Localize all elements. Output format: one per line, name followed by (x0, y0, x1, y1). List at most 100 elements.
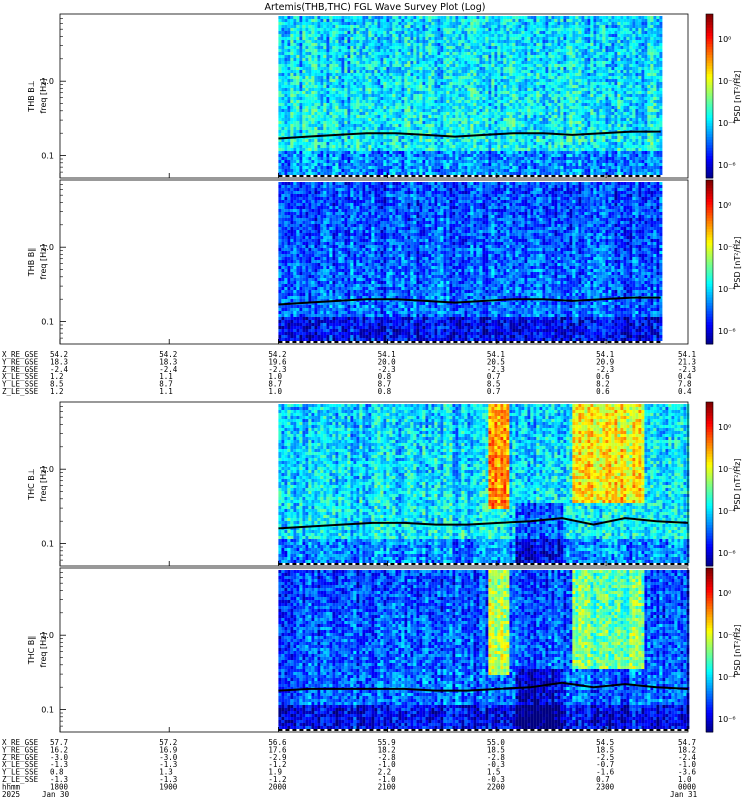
spectrogram-cell (353, 88, 356, 91)
spectrogram-cell (395, 109, 398, 112)
spectrogram-cell (359, 19, 362, 22)
spectrogram-cell (404, 109, 407, 112)
spectrogram-cell (374, 61, 377, 64)
spectrogram-cell (440, 121, 443, 124)
spectrogram-cell (401, 43, 404, 46)
spectrogram-cell (281, 115, 284, 118)
spectrogram-cell (431, 163, 434, 166)
spectrogram-cell (371, 142, 374, 145)
spectrogram-cell (317, 61, 320, 64)
spectrogram-cell (344, 25, 347, 28)
spectrogram-cell (380, 163, 383, 166)
spectrogram-cell (308, 166, 311, 169)
spectrogram-cell (371, 55, 374, 58)
spectrogram-cell (374, 169, 377, 172)
spectrogram-cell (428, 169, 431, 172)
spectrogram-cell (401, 55, 404, 58)
spectrogram-cell (332, 16, 335, 19)
spectrogram-cell (320, 19, 323, 22)
spectrogram-cell (320, 85, 323, 88)
spectrogram-cell (416, 154, 419, 157)
spectrogram-cell (284, 103, 287, 106)
spectrogram-cell (401, 79, 404, 82)
spectrogram-cell (368, 19, 371, 22)
spectrogram-cell (323, 28, 326, 31)
spectrogram-cell (320, 64, 323, 67)
spectrogram-cell (311, 28, 314, 31)
spectrogram-cell (374, 40, 377, 43)
spectrogram-cell (326, 166, 329, 169)
spectrogram-cell (440, 112, 443, 115)
spectrogram-cell (416, 163, 419, 166)
spectrogram-cell (392, 97, 395, 100)
spectrogram-cell (380, 85, 383, 88)
spectrogram-cell (308, 103, 311, 106)
spectrogram-cell (380, 91, 383, 94)
spectrogram-cell (305, 172, 308, 175)
spectrogram-cell (353, 40, 356, 43)
spectrogram-cell (287, 16, 290, 19)
spectrogram-cell (365, 64, 368, 67)
spectrogram-cell (320, 151, 323, 154)
spectrogram-cell (338, 94, 341, 97)
spectrogram-cell (431, 22, 434, 25)
spectrogram-cell (425, 82, 428, 85)
spectrogram-cell (428, 142, 431, 145)
spectrogram-cell (368, 70, 371, 73)
spectrogram-cell (284, 82, 287, 85)
spectrogram-cell (386, 88, 389, 91)
spectrogram-cell (443, 91, 446, 94)
spectrogram-cell (395, 64, 398, 67)
spectrogram-cell (419, 88, 422, 91)
spectrogram-cell (293, 31, 296, 34)
spectrogram-cell (410, 70, 413, 73)
spectrogram-cell (434, 109, 437, 112)
spectrogram-cell (341, 154, 344, 157)
spectrogram-cell (431, 121, 434, 124)
spectrogram-cell (422, 109, 425, 112)
spectrogram-cell (344, 46, 347, 49)
spectrogram-cell (380, 76, 383, 79)
spectrogram-cell (347, 118, 350, 121)
spectrogram-cell (302, 79, 305, 82)
spectrogram-cell (377, 139, 380, 142)
spectrogram-cell (353, 157, 356, 160)
spectrogram-cell (425, 157, 428, 160)
spectrogram-cell (281, 49, 284, 52)
spectrogram-cell (398, 154, 401, 157)
spectrogram-cell (368, 97, 371, 100)
spectrogram-cell (290, 133, 293, 136)
spectrogram-cell (446, 64, 449, 67)
spectrogram-cell (386, 61, 389, 64)
spectrogram-cell (305, 73, 308, 76)
spectrogram-cell (362, 121, 365, 124)
spectrogram-cell (365, 88, 368, 91)
spectrogram-cell (392, 127, 395, 130)
spectrogram-cell (296, 118, 299, 121)
spectrogram-cell (359, 55, 362, 58)
spectrogram-cell (404, 49, 407, 52)
spectrogram-cell (410, 142, 413, 145)
spectrogram-cell (428, 136, 431, 139)
spectrogram-cell (395, 79, 398, 82)
spectrogram-cell (398, 115, 401, 118)
spectrogram-cell (329, 100, 332, 103)
spectrogram-cell (419, 139, 422, 142)
spectrogram-cell (416, 109, 419, 112)
spectrogram-cell (434, 157, 437, 160)
spectrogram-cell (419, 61, 422, 64)
spectrogram-cell (407, 61, 410, 64)
spectrogram-cell (404, 115, 407, 118)
spectrogram-cell (326, 55, 329, 58)
spectrogram-cell (431, 49, 434, 52)
spectrogram-cell (278, 169, 281, 172)
spectrogram-cell (317, 118, 320, 121)
spectrogram-cell (377, 121, 380, 124)
spectrogram-cell (440, 148, 443, 151)
spectrogram-cell (323, 22, 326, 25)
spectrogram-cell (308, 31, 311, 34)
spectrogram-cell (410, 85, 413, 88)
spectrogram-cell (278, 163, 281, 166)
spectrogram-cell (293, 166, 296, 169)
